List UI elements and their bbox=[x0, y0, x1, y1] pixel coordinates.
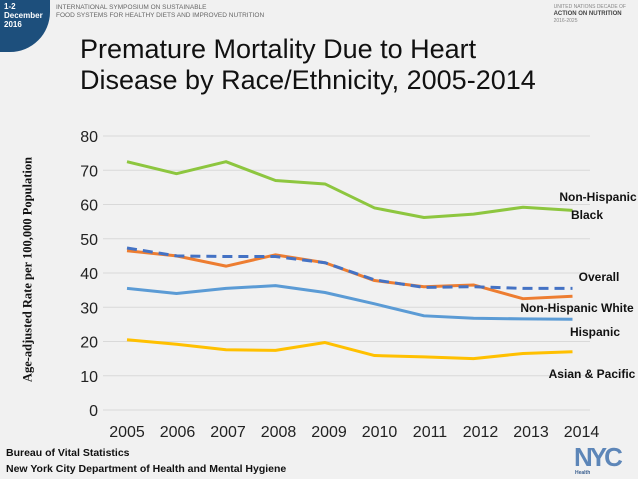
series-label: Non-Hispanic Black bbox=[559, 190, 637, 222]
series-line-hispanic bbox=[126, 284, 573, 321]
y-tick-label: 0 bbox=[89, 403, 98, 420]
x-tick-label: 2007 bbox=[210, 424, 246, 441]
date-line: 2016 bbox=[4, 20, 22, 29]
series-label: Non-Hispanic White bbox=[520, 301, 634, 315]
series-line-non-hispanic-black bbox=[126, 160, 573, 220]
source-line-1: Bureau of Vital Statistics bbox=[6, 447, 130, 459]
y-tick-label: 50 bbox=[80, 232, 98, 249]
y-tick-label: 20 bbox=[80, 335, 98, 352]
series-label-line: Non-Hispanic bbox=[559, 190, 637, 204]
x-tick-label: 2008 bbox=[261, 424, 297, 441]
x-tick-label: 2011 bbox=[413, 424, 448, 441]
series-label-line: Overall bbox=[579, 270, 620, 284]
series-label-line: Asian & Pacific bbox=[549, 367, 636, 381]
y-tick-label: 40 bbox=[80, 266, 98, 283]
y-tick-label: 70 bbox=[80, 163, 98, 180]
series-label-line: Hispanic bbox=[570, 325, 620, 339]
series-label: Overall bbox=[579, 270, 620, 284]
un-line: UNITED NATIONS DECADE OF bbox=[553, 4, 626, 10]
symposium-line: INTERNATIONAL SYMPOSIUM ON SUSTAINABLE bbox=[56, 4, 207, 11]
x-tick-label: 2009 bbox=[311, 424, 347, 441]
date-line: 1-2 bbox=[4, 2, 16, 11]
y-tick-label: 10 bbox=[80, 369, 98, 386]
x-tick-label: 2014 bbox=[564, 424, 600, 441]
series-label-line: Black bbox=[571, 208, 603, 222]
date-text: 1-2 December 2016 bbox=[4, 2, 44, 29]
un-decade-logo: UNITED NATIONS DECADE OF ACTION ON NUTRIT… bbox=[554, 4, 626, 25]
series-line-overall bbox=[126, 246, 573, 290]
date-line: December bbox=[4, 11, 43, 20]
x-tick-label: 2010 bbox=[362, 424, 398, 441]
chart-title: Premature Mortality Due to Heart Disease… bbox=[80, 34, 536, 95]
x-tick-label: 2005 bbox=[109, 424, 145, 441]
y-tick-label: 80 bbox=[80, 129, 98, 146]
x-tick-label: 2013 bbox=[513, 424, 549, 441]
nyc-health-logo: NYC bbox=[574, 446, 623, 468]
source-line-2: New York City Department of Health and M… bbox=[6, 463, 287, 475]
symposium-line: FOOD SYSTEMS FOR HEALTHY DIETS AND IMPRO… bbox=[56, 12, 265, 19]
x-tick-label: 2012 bbox=[463, 424, 499, 441]
x-tick-label: 2006 bbox=[160, 424, 196, 441]
series-line-asian-pacific-islander bbox=[126, 338, 573, 361]
nyc-health-logo-sub: Health bbox=[575, 470, 591, 476]
un-line: ACTION ON NUTRITION bbox=[553, 11, 622, 17]
y-tick-label: 30 bbox=[80, 300, 98, 317]
series-label: Hispanic bbox=[570, 325, 620, 339]
y-tick-label: 60 bbox=[80, 198, 98, 215]
symposium-title: INTERNATIONAL SYMPOSIUM ON SUSTAINABLE FO… bbox=[56, 4, 264, 20]
series-label-line: Non-Hispanic White bbox=[520, 301, 634, 315]
un-line: 2016-2025 bbox=[553, 18, 578, 24]
series-label: Asian & PacificIslander bbox=[549, 367, 638, 399]
